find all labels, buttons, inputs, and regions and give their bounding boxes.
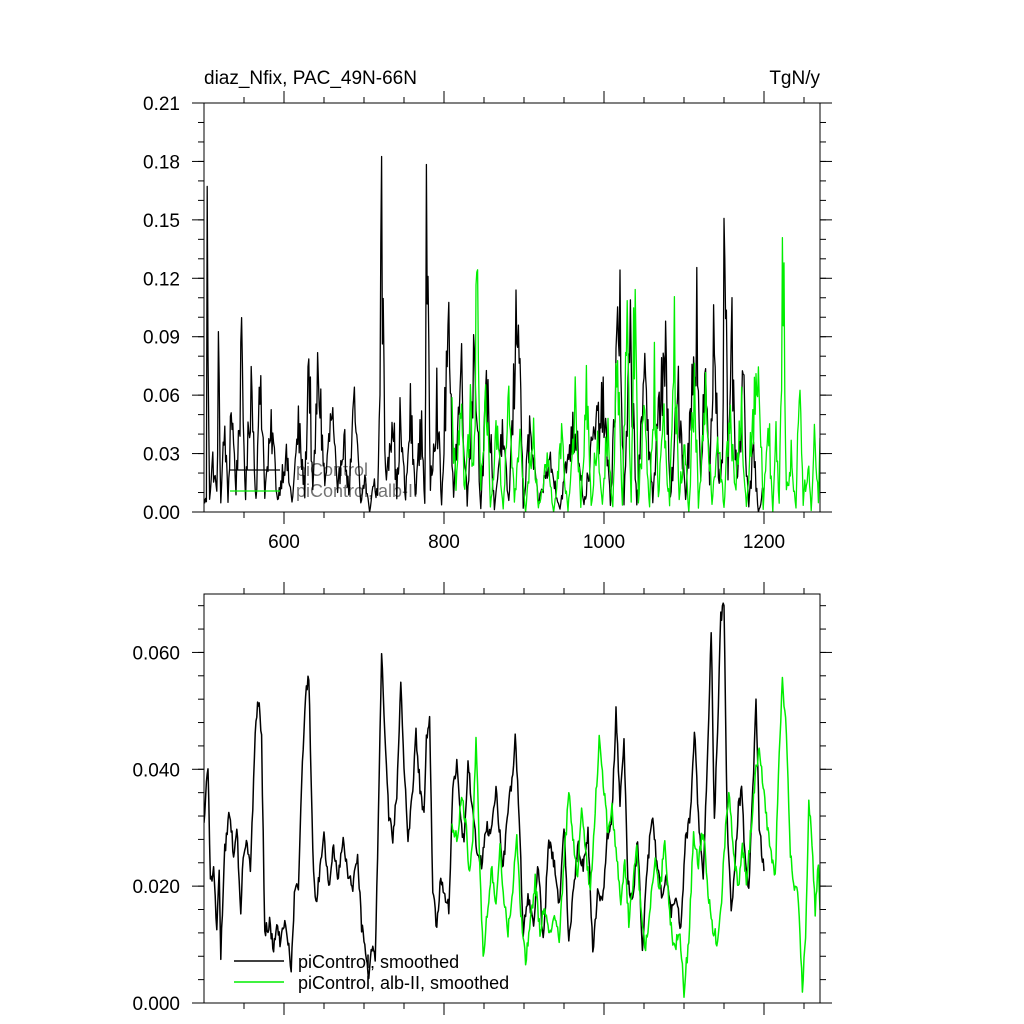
y-tick-label: 0.020 xyxy=(132,877,180,898)
bottom-panel-smoothed: 0.000 0.020 0.040 0.060 piControl, smoothedp… xyxy=(132,582,832,1015)
plot-frame xyxy=(203,593,821,1004)
y-tick-label: 0.21 xyxy=(143,94,180,115)
y-tick-label: 0.12 xyxy=(143,269,180,290)
y-tick-label: 0.03 xyxy=(143,445,180,466)
legend-label-picontrol: piControl xyxy=(296,460,368,480)
y-tick-label: 0.06 xyxy=(143,386,180,407)
legend-label-picontrol-alb-ii-smoothed: piControl, alb-II, smoothed xyxy=(298,973,509,993)
y-tick-label: 0.15 xyxy=(143,211,180,232)
x-tick-label: 1000 xyxy=(583,532,625,553)
y-tick-label: 0.000 xyxy=(132,994,180,1015)
y-tick-label: 0.09 xyxy=(143,328,180,349)
series-group xyxy=(204,602,820,998)
series-line-picontrol-alb-ii xyxy=(451,676,820,998)
series-line-picontrol-alb-ii xyxy=(451,237,820,512)
chart-title: diaz_Nfix, PAC_49N-66N xyxy=(204,68,417,89)
legend-label-picontrol-alb-ii: piControl, alb-II xyxy=(296,481,418,501)
y-tick-label: 0.060 xyxy=(132,643,180,664)
x-tick-label: 1200 xyxy=(743,532,785,553)
series-line-picontrol xyxy=(204,155,765,512)
series-group xyxy=(204,155,820,512)
units-label: TgN/y xyxy=(769,68,820,89)
y-tick-label: 0.00 xyxy=(143,503,180,524)
top-panel-raw: 0.00 0.03 0.06 0.09 0.12 0.15 0.18 0.21 600 800 10… xyxy=(143,68,832,553)
x-tick-label: 800 xyxy=(428,532,460,553)
plot-frame xyxy=(203,102,821,513)
series-line-picontrol xyxy=(204,602,765,980)
legend-label-picontrol-smoothed: piControl, smoothed xyxy=(298,952,459,972)
y-tick-label: 0.040 xyxy=(132,760,180,781)
x-tick-label: 600 xyxy=(268,532,300,553)
y-tick-label: 0.18 xyxy=(143,152,180,173)
